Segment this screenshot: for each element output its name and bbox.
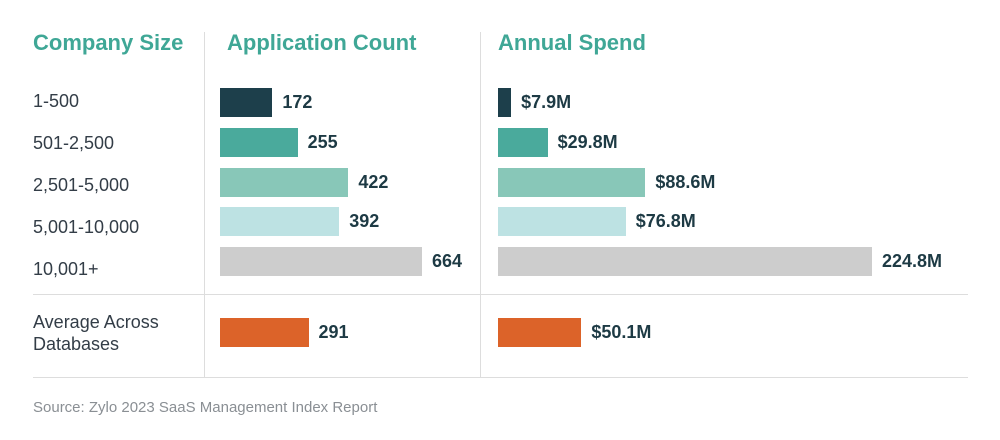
- spend-bar-5-001-10-000: [498, 207, 626, 236]
- count-bar-10-001: [220, 247, 422, 276]
- spend-bar-2-501-5-000: [498, 168, 646, 197]
- row-label-10-001: 10,001+: [33, 259, 99, 279]
- spend-value-5-001-10-000: $76.8M: [635, 211, 696, 231]
- count-value-5-001-10-000: 392: [349, 211, 380, 231]
- count-bar-501-2-500: [220, 128, 298, 157]
- count-value-2-501-5-000: 422: [358, 172, 389, 192]
- count-bar-2-501-5-000: [220, 168, 349, 197]
- spend-value-10-001: 224.8M: [882, 251, 943, 271]
- count-value-10-001: 664: [432, 251, 463, 271]
- spend-value-1-500: $7.9M: [521, 92, 572, 112]
- spend-value-average-across-databases: $50.1M: [591, 322, 652, 342]
- header-annual-spend: Annual Spend: [498, 30, 646, 55]
- row-label-1-500: 1-500: [33, 91, 80, 111]
- bottom-divider: [33, 377, 968, 378]
- spend-value-2-501-5-000: $88.6M: [655, 172, 716, 192]
- row-label-2-501-5-000: 2,501-5,000: [33, 175, 130, 195]
- average-divider: [33, 294, 968, 295]
- count-bar-5-001-10-000: [220, 207, 340, 236]
- column-divider-left: [204, 32, 205, 377]
- count-value-501-2-500: 255: [307, 132, 338, 152]
- spend-bar-501-2-500: [498, 128, 548, 157]
- header-application-count: Application Count: [227, 30, 417, 55]
- spend-value-501-2-500: $29.8M: [557, 132, 618, 152]
- count-bar-average-across-databases: [220, 318, 309, 347]
- count-value-1-500: 172: [282, 92, 313, 112]
- source-note: Source: Zylo 2023 SaaS Management Index …: [33, 399, 378, 416]
- spend-bar-average-across-databases: [498, 318, 582, 347]
- spend-bar-10-001: [498, 247, 872, 276]
- count-value-average-across-databases: 291: [318, 322, 349, 342]
- header-company-size: Company Size: [33, 30, 184, 55]
- row-label-5-001-10-000: 5,001-10,000: [33, 217, 140, 237]
- column-divider-right: [480, 32, 481, 377]
- spend-bar-1-500: [498, 88, 512, 117]
- row-label-501-2-500: 501-2,500: [33, 133, 115, 153]
- count-bar-1-500: [220, 88, 273, 117]
- row-label-average-across-databases: Average Across Databases: [33, 312, 159, 354]
